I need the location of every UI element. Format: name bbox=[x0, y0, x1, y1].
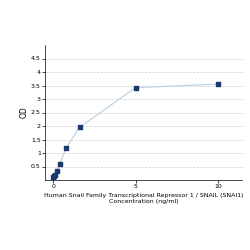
Point bbox=[134, 86, 138, 90]
Point bbox=[78, 125, 82, 129]
Point bbox=[216, 82, 220, 86]
Point bbox=[53, 172, 57, 176]
Point bbox=[51, 175, 55, 179]
Point bbox=[52, 174, 56, 178]
Point bbox=[58, 162, 62, 166]
Point bbox=[54, 168, 58, 172]
Y-axis label: OD: OD bbox=[19, 106, 28, 118]
Point bbox=[64, 146, 68, 150]
X-axis label: Human Snail Family Transcriptional Repressor 1 / SNAIL (SNAI1)
Concentration (ng: Human Snail Family Transcriptional Repre… bbox=[44, 193, 244, 204]
